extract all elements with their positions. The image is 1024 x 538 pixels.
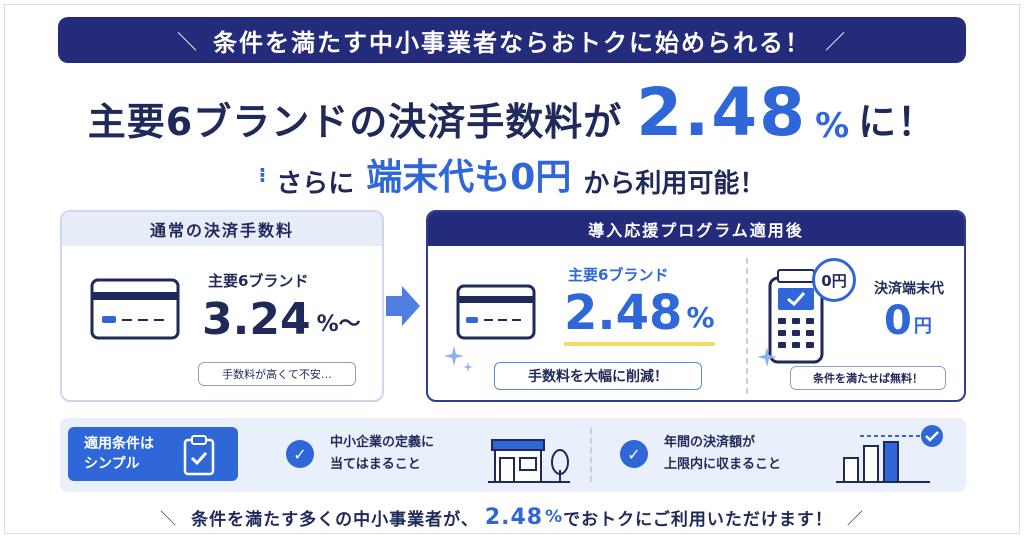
terminal-zero-badge-text: 0円 [821,271,847,290]
program-brand-label: 主要6ブランド [568,266,669,284]
headline-rate: 2.48 [636,74,808,151]
normal-rate-value: 3.24 [202,294,311,345]
program-rate-group: 2.48 % [564,286,715,346]
footer-rate: 2.48 [484,504,544,530]
store-icon [488,439,570,483]
subheadline: ⁝ さらに 端末代も0円 から利用可能！ [0,150,1024,200]
arrow-right-icon [386,286,420,326]
condition-1-line2: 当てはまること [330,457,421,472]
footer-deco-right: ／ [846,509,864,528]
conditions-strip: 適用条件は シンプル ✓ 中小企業の定義に 当てはまること ✓ 年間の決済額が … [60,418,966,492]
program-card: 導入応援プログラム適用後 主要6ブランド 2.48 % 手数料を大幅に削減！ 0… [426,210,966,402]
normal-fee-card-header: 通常の決済手数料 [62,212,382,246]
terminal-value-group: 0 円 [884,298,932,344]
check-icon: ✓ [620,440,648,468]
headline-unit: % [815,106,851,146]
condition-2: 年間の決済額が 上限内に収まること [664,432,781,476]
condition-1: 中小企業の定義に 当てはまること [330,432,434,476]
top-banner: ＼ 条件を満たす中小事業者ならおトクに始められる！ ／ [58,17,966,63]
banner-deco-left: ＼ [177,29,199,54]
check-icon: ✓ [286,440,314,468]
normal-rate-unit: %〜 [316,312,361,337]
normal-fee-card: 通常の決済手数料 主要6ブランド 3.24 %〜 手数料が高くて不安… [60,210,384,402]
sparkle-icon [444,346,473,372]
bar-chart-limit-icon [836,425,943,483]
normal-rate-group: 3.24 %〜 [202,294,361,346]
card-divider [746,258,748,394]
program-note: 手数料を大幅に削減！ [494,362,702,390]
program-rate-value: 2.48 [564,285,683,341]
strip-divider [590,428,592,482]
subheadline-suffix: から利用可能！ [583,169,766,199]
banner-text: 条件を満たす中小事業者ならおトクに始められる！ [213,28,811,57]
headline-prefix: 主要6ブランドの決済手数料が [87,100,623,144]
conditions-tag-line2: シンプル [84,456,140,472]
subheadline-prefix: さらに [276,169,355,199]
terminal-value: 0 [884,298,912,344]
footer-unit: % [545,507,564,527]
footer-prefix: 条件を満たす多くの中小事業者が、 [191,509,479,530]
terminal-note: 条件を満たせば無料！ [790,366,946,390]
footer-deco-left: ＼ [160,509,178,528]
condition-2-line1: 年間の決済額が [664,435,756,450]
clipboard-check-icon [183,435,215,476]
headline-suffix: に！ [858,100,937,144]
banner-deco-right: ／ [825,29,847,54]
terminal-label: 決済端末代 [874,281,944,297]
conditions-tag: 適用条件は シンプル [68,427,238,481]
program-card-header: 導入応援プログラム適用後 [428,212,964,246]
headline: 主要6ブランドの決済手数料が 2.48 % に！ [0,74,1024,151]
normal-brand-label: 主要6ブランド [208,272,309,290]
program-rate-unit: % [686,301,715,334]
subheadline-highlight: 端末代も0円 [366,157,572,198]
subheadline-deco: ⁝ [258,163,267,187]
normal-note: 手数料が高くて不安… [198,362,356,386]
terminal-zero-badge: 0円 [812,258,856,302]
credit-card-icon [90,278,180,340]
condition-2-line2: 上限内に収まること [664,457,782,472]
credit-card-icon [456,284,536,340]
footer-suffix: でおトクにご利用いただけます！ [563,509,833,530]
footer-message: ＼ 条件を満たす多くの中小事業者が、 2.48 % でおトクにご利用いただけます… [0,500,1024,534]
payment-terminal-icon [768,269,824,364]
conditions-tag-line1: 適用条件は [84,436,154,452]
sparkle-icon [757,347,777,367]
condition-1-line1: 中小企業の定義に [330,435,435,450]
terminal-unit: 円 [913,316,932,337]
